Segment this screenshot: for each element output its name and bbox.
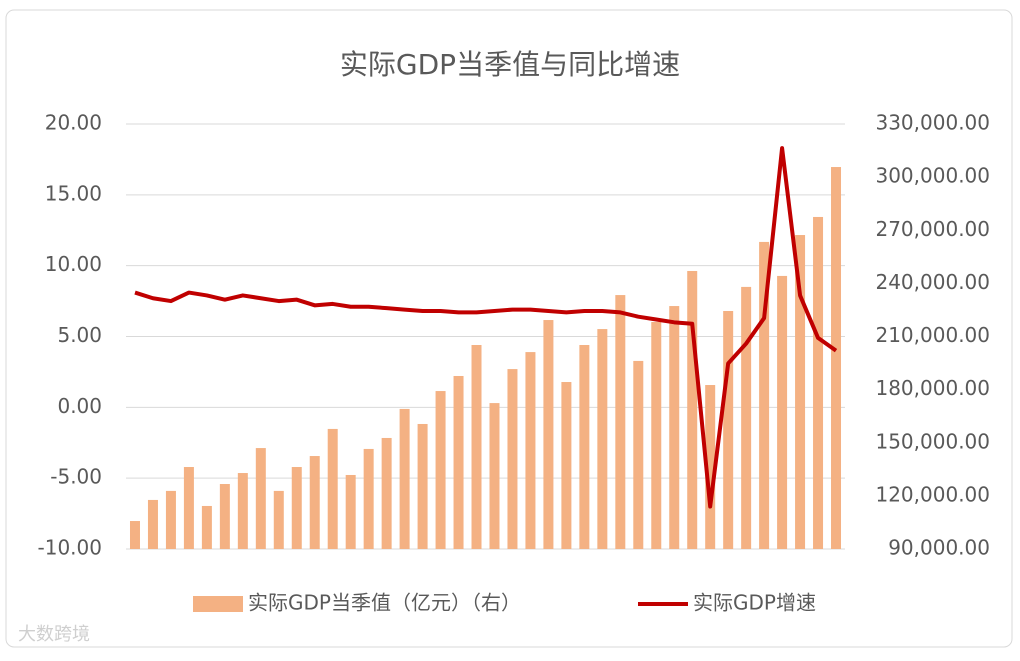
bar xyxy=(561,382,572,549)
bar xyxy=(435,391,446,549)
bar xyxy=(291,467,302,549)
bar xyxy=(525,352,536,549)
bar xyxy=(795,235,806,549)
bar xyxy=(669,306,680,549)
y2-tick-label: 240,000.00 xyxy=(875,270,990,294)
bar xyxy=(687,270,698,549)
y2-tick-label: 120,000.00 xyxy=(875,482,990,506)
y2-tick-label: 270,000.00 xyxy=(875,217,990,241)
bar xyxy=(309,456,320,549)
bar xyxy=(201,505,212,549)
bar xyxy=(705,385,716,549)
y-tick-label: 20.00 xyxy=(45,111,102,135)
y-tick-label: -5.00 xyxy=(50,465,102,489)
bar xyxy=(759,241,770,549)
bar xyxy=(543,320,554,549)
watermark: 大数跨境 xyxy=(18,624,90,645)
bar xyxy=(633,360,644,549)
bar xyxy=(255,448,266,549)
y2-tick-label: 330,000.00 xyxy=(875,111,990,135)
y2-tick-label: 180,000.00 xyxy=(875,376,990,400)
bar xyxy=(129,521,140,549)
bar xyxy=(363,448,374,549)
y-tick-label: 15.00 xyxy=(45,181,102,205)
bar xyxy=(147,499,158,549)
chart-frame xyxy=(5,9,1013,648)
bar xyxy=(273,490,284,549)
bar xyxy=(831,167,842,549)
bar xyxy=(471,345,482,549)
bar xyxy=(165,490,176,549)
bar xyxy=(723,311,734,549)
bar xyxy=(741,286,752,549)
bar xyxy=(813,216,824,549)
bar xyxy=(399,408,410,549)
y2-tick-label: 150,000.00 xyxy=(875,429,990,453)
legend-label: 实际GDP当季值（亿元）（右） xyxy=(248,591,521,615)
bar xyxy=(651,321,662,549)
line xyxy=(134,146,838,509)
bar xyxy=(417,423,428,549)
bar xyxy=(579,345,590,549)
bar xyxy=(453,375,464,549)
y-tick-label: 0.00 xyxy=(57,394,102,418)
bar xyxy=(489,403,500,549)
y-tick-label: -10.00 xyxy=(38,536,102,560)
chart-title: 实际GDP当季值与同比增速 xyxy=(340,48,680,81)
bar xyxy=(183,467,194,549)
bar xyxy=(615,295,626,549)
bar xyxy=(597,329,608,549)
y-tick-label: 10.00 xyxy=(45,252,102,276)
y2-tick-label: 300,000.00 xyxy=(875,164,990,188)
legend-swatch xyxy=(193,596,243,612)
bar xyxy=(237,473,248,549)
bar xyxy=(507,369,518,549)
bar xyxy=(219,484,230,549)
bar xyxy=(345,474,356,549)
y2-tick-label: 210,000.00 xyxy=(875,323,990,347)
y-tick-label: 5.00 xyxy=(57,323,102,347)
bar xyxy=(327,428,338,549)
bar xyxy=(381,437,392,549)
legend-label: 实际GDP增速 xyxy=(693,591,816,615)
bar xyxy=(777,275,788,549)
y2-tick-label: 90,000.00 xyxy=(888,536,990,560)
